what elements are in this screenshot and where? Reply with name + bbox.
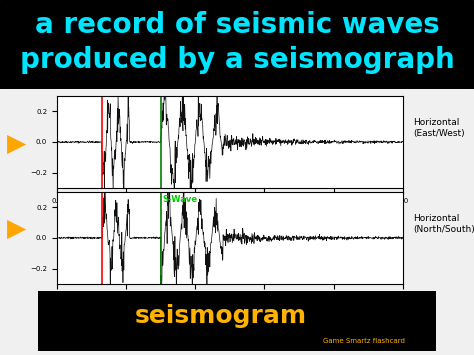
FancyBboxPatch shape <box>0 0 474 89</box>
Text: ▶: ▶ <box>7 217 26 241</box>
FancyBboxPatch shape <box>18 288 456 354</box>
Text: S-Wave: S-Wave <box>163 195 198 204</box>
Text: a record of seismic waves
produced by a seismograph: a record of seismic waves produced by a … <box>19 11 455 74</box>
Text: seismogram: seismogram <box>135 305 307 328</box>
Text: ▶: ▶ <box>7 132 26 156</box>
Text: Horizontal
(North/South): Horizontal (North/South) <box>413 214 474 234</box>
Text: Horizontal
(East/West): Horizontal (East/West) <box>413 119 465 138</box>
Text: Game Smartz flashcard: Game Smartz flashcard <box>323 338 405 344</box>
